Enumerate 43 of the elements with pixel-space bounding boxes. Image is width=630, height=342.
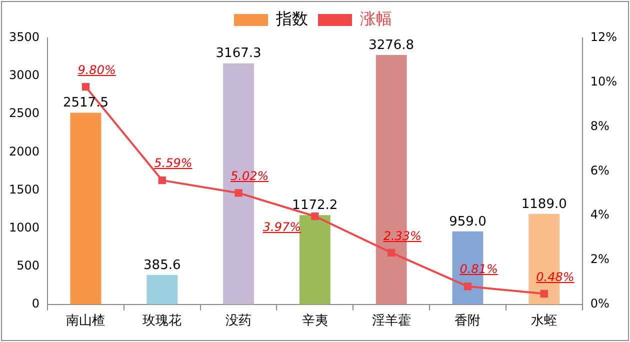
x-tick-label: 辛夷 [302, 314, 328, 329]
y-tick-label: 0 [32, 296, 40, 311]
y-tick-label: 1000 [8, 220, 40, 234]
y-tick-label: 2500 [8, 106, 40, 120]
x-tick-label: 玫瑰花 [142, 314, 182, 329]
data-label: 1172.2 [292, 198, 338, 214]
y-tick-label: 3000 [8, 68, 40, 82]
y2-tick-label: 8% [590, 118, 610, 133]
y-tick-label: 1500 [8, 182, 40, 196]
data-label: 5.59% [154, 156, 192, 170]
point [234, 189, 242, 197]
data-label: 3167.3 [216, 46, 262, 62]
data-label: 959.0 [449, 214, 486, 230]
legend-label: 指数 [275, 9, 308, 28]
y-tick-label: 500 [16, 258, 40, 272]
x-tick-label: 淫羊藿 [372, 314, 411, 329]
x-tick-label: 没药 [226, 314, 252, 329]
legend-label: 涨幅 [360, 9, 392, 28]
point [311, 212, 319, 220]
y2-tick-label: 0% [590, 296, 610, 311]
y2-tick-label: 2% [590, 252, 610, 266]
y2-tick-label: 10% [590, 74, 617, 89]
x-tick-label: 香附 [454, 314, 481, 329]
data-label: 5.02% [230, 168, 269, 183]
y2-tick-label: 12% [590, 30, 617, 44]
y2-tick-label: 4% [590, 208, 610, 222]
point [158, 176, 166, 184]
point [540, 290, 548, 298]
bar [70, 112, 102, 304]
bar [146, 275, 178, 304]
x-tick-label: 水蛭 [531, 314, 558, 329]
point [388, 248, 396, 257]
point [82, 83, 90, 91]
y2-tick-label: 6% [590, 163, 610, 178]
bar [299, 215, 330, 304]
x-tick-label: 南山楂 [66, 314, 106, 329]
point [464, 282, 472, 290]
y-tick-label: 2000 [8, 144, 40, 158]
data-label: 1189.0 [521, 196, 567, 212]
data-label: 9.80% [78, 62, 116, 77]
data-label: 3276.8 [368, 38, 414, 53]
y-tick-label: 3500 [8, 30, 40, 44]
data-label: 385.6 [144, 258, 181, 273]
